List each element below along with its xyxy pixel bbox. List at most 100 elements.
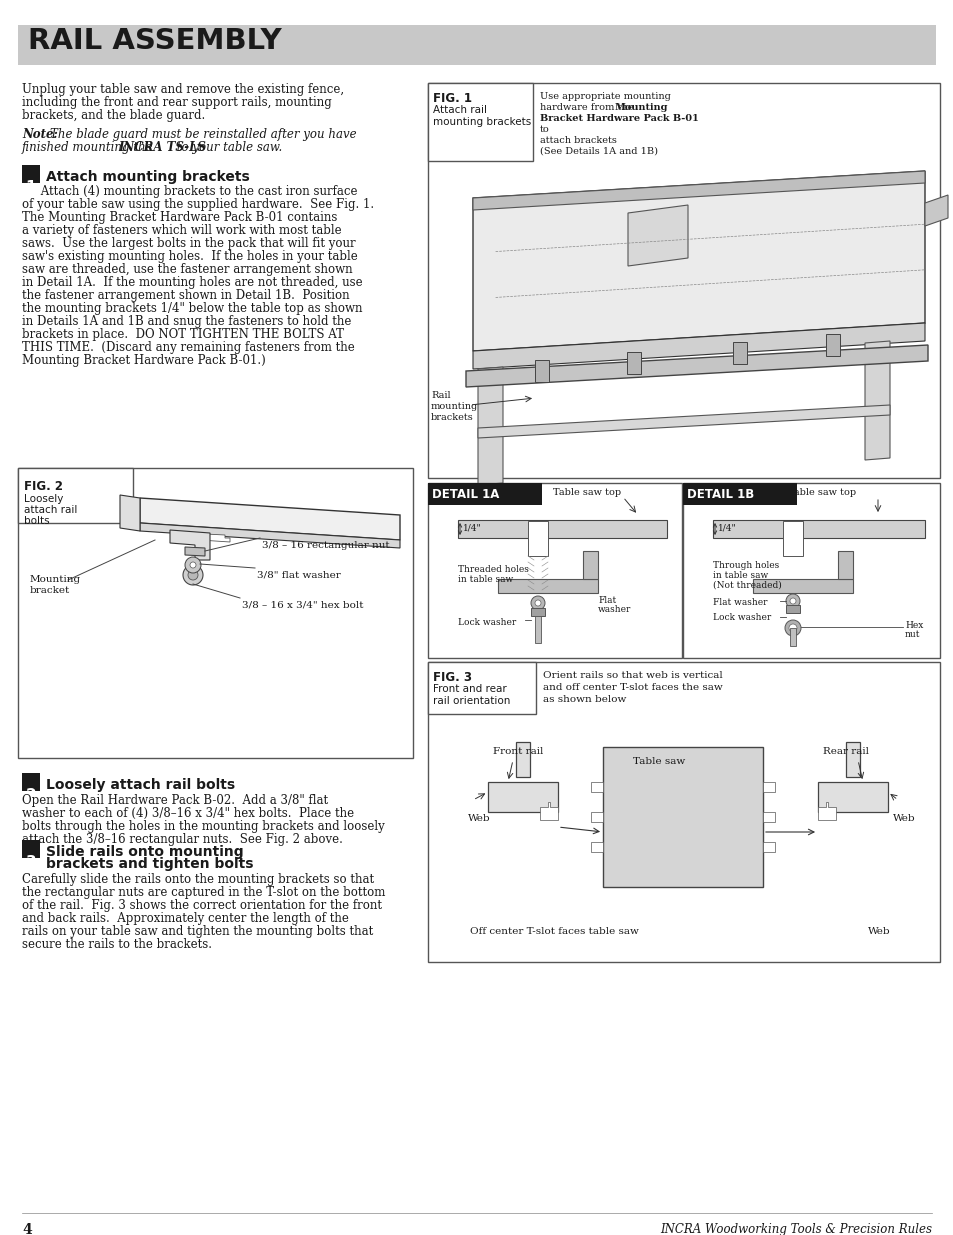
Bar (682, 483, 796, 505)
Text: Attach mounting brackets: Attach mounting brackets (46, 170, 250, 184)
Bar (22, 773, 40, 790)
Text: Table saw top: Table saw top (553, 488, 620, 496)
Text: FIG. 1: FIG. 1 (433, 91, 472, 105)
Bar (428, 662, 939, 962)
Text: brackets: brackets (431, 412, 474, 422)
Text: Lock washer: Lock washer (712, 613, 770, 622)
Text: The Mounting Bracket Hardware Pack B-01 contains: The Mounting Bracket Hardware Pack B-01 … (22, 211, 337, 224)
Text: rails on your table saw and tighten the mounting bolts that: rails on your table saw and tighten the … (22, 925, 373, 939)
Bar (590, 811, 602, 823)
Text: Mounting: Mounting (615, 103, 668, 112)
Text: including the front and rear support rails, mounting: including the front and rear support rai… (22, 96, 332, 109)
Text: mounting brackets: mounting brackets (433, 117, 531, 127)
Text: a variety of fasteners which will work with most table: a variety of fasteners which will work w… (22, 224, 341, 237)
Text: Rear rail: Rear rail (822, 747, 868, 756)
Text: bolts: bolts (24, 516, 50, 526)
Text: saw are threaded, use the fastener arrangement shown: saw are threaded, use the fastener arran… (22, 263, 353, 275)
Text: attach rail: attach rail (24, 505, 77, 515)
Bar (762, 782, 774, 792)
Bar (18, 468, 132, 522)
Bar (428, 483, 681, 658)
Text: Slide rails onto mounting: Slide rails onto mounting (46, 845, 243, 860)
Circle shape (185, 557, 201, 573)
Text: Web: Web (468, 814, 490, 823)
Text: Rail: Rail (431, 391, 450, 400)
Bar (18, 25, 935, 65)
Text: (See Details 1A and 1B): (See Details 1A and 1B) (539, 147, 658, 156)
Text: Mounting: Mounting (30, 576, 81, 584)
Text: in table saw: in table saw (712, 571, 767, 580)
Polygon shape (170, 530, 210, 559)
Bar (428, 83, 533, 161)
Text: INCRA TS-LS: INCRA TS-LS (118, 141, 206, 154)
Circle shape (188, 571, 198, 580)
Text: the rectangular nuts are captured in the T-slot on the bottom: the rectangular nuts are captured in the… (22, 885, 385, 899)
Text: 2: 2 (26, 788, 36, 803)
Text: 3: 3 (26, 855, 36, 869)
Text: secure the rails to the brackets.: secure the rails to the brackets. (22, 939, 212, 951)
Text: Table saw top: Table saw top (787, 488, 855, 496)
Text: Lock washer: Lock washer (457, 618, 516, 627)
Bar (590, 842, 602, 852)
Text: 1/4": 1/4" (462, 524, 481, 532)
Text: The blade guard must be reinstalled after you have: The blade guard must be reinstalled afte… (50, 128, 356, 141)
Bar (428, 83, 939, 478)
Bar (590, 782, 602, 792)
Text: DETAIL 1B: DETAIL 1B (686, 488, 754, 501)
Polygon shape (140, 498, 399, 540)
Polygon shape (120, 495, 140, 531)
Text: Front and rear: Front and rear (433, 684, 506, 694)
Bar (789, 629, 795, 646)
Text: saws.  Use the largest bolts in the pack that will fit your: saws. Use the largest bolts in the pack … (22, 237, 355, 249)
Text: attach brackets: attach brackets (539, 136, 617, 144)
Bar (457, 520, 666, 538)
Polygon shape (473, 170, 924, 210)
Text: the mounting brackets 1/4" below the table top as shown: the mounting brackets 1/4" below the tab… (22, 303, 362, 315)
Text: and back rails.  Approximately center the length of the: and back rails. Approximately center the… (22, 911, 349, 925)
Text: Flat washer: Flat washer (712, 598, 767, 606)
Text: Loosely: Loosely (24, 494, 63, 504)
Text: Attach (4) mounting brackets to the cast iron surface: Attach (4) mounting brackets to the cast… (22, 185, 357, 198)
Text: in table saw: in table saw (457, 576, 513, 584)
Bar (497, 579, 598, 593)
Text: Flat: Flat (598, 597, 616, 605)
Text: Through holes: Through holes (712, 561, 779, 571)
Text: FIG. 3: FIG. 3 (433, 671, 472, 684)
Text: Web: Web (867, 927, 890, 936)
Bar (18, 468, 413, 758)
Bar (762, 811, 774, 823)
Bar (527, 521, 547, 556)
Bar (825, 333, 840, 356)
Text: DETAIL 1A: DETAIL 1A (432, 488, 498, 501)
Text: of the rail.  Fig. 3 shows the correct orientation for the front: of the rail. Fig. 3 shows the correct or… (22, 899, 381, 911)
Text: Note:: Note: (22, 128, 58, 141)
Bar (837, 551, 852, 579)
Text: saw's existing mounting holes.  If the holes in your table: saw's existing mounting holes. If the ho… (22, 249, 357, 263)
Text: nut: nut (904, 630, 920, 638)
Text: rail orientation: rail orientation (433, 697, 510, 706)
Text: bracket: bracket (30, 585, 71, 595)
Text: Use appropriate mounting: Use appropriate mounting (539, 91, 670, 101)
Text: of your table saw using the supplied hardware.  See Fig. 1.: of your table saw using the supplied har… (22, 198, 374, 211)
Bar (582, 551, 598, 579)
Polygon shape (185, 547, 205, 556)
Text: brackets, and the blade guard.: brackets, and the blade guard. (22, 109, 205, 122)
Bar (762, 842, 774, 852)
Text: in Details 1A and 1B and snug the fasteners to hold the: in Details 1A and 1B and snug the fasten… (22, 315, 351, 329)
Text: Hex: Hex (904, 621, 923, 630)
Text: FIG. 2: FIG. 2 (24, 480, 63, 493)
Bar (626, 352, 640, 374)
Bar (428, 662, 536, 714)
Text: Mounting Bracket Hardware Pack B-01.): Mounting Bracket Hardware Pack B-01.) (22, 354, 266, 367)
Bar (752, 579, 852, 593)
Text: Web: Web (892, 814, 915, 823)
Text: as shown below: as shown below (542, 695, 626, 704)
Bar (535, 616, 540, 643)
Polygon shape (924, 195, 947, 226)
Polygon shape (627, 205, 687, 266)
Text: 3/8 – 16 rectangular nut: 3/8 – 16 rectangular nut (262, 541, 389, 550)
Text: RAIL ASSEMBLY: RAIL ASSEMBLY (28, 27, 281, 56)
Text: 4: 4 (22, 1223, 31, 1235)
Bar (732, 342, 746, 364)
Text: Attach rail: Attach rail (433, 105, 486, 115)
